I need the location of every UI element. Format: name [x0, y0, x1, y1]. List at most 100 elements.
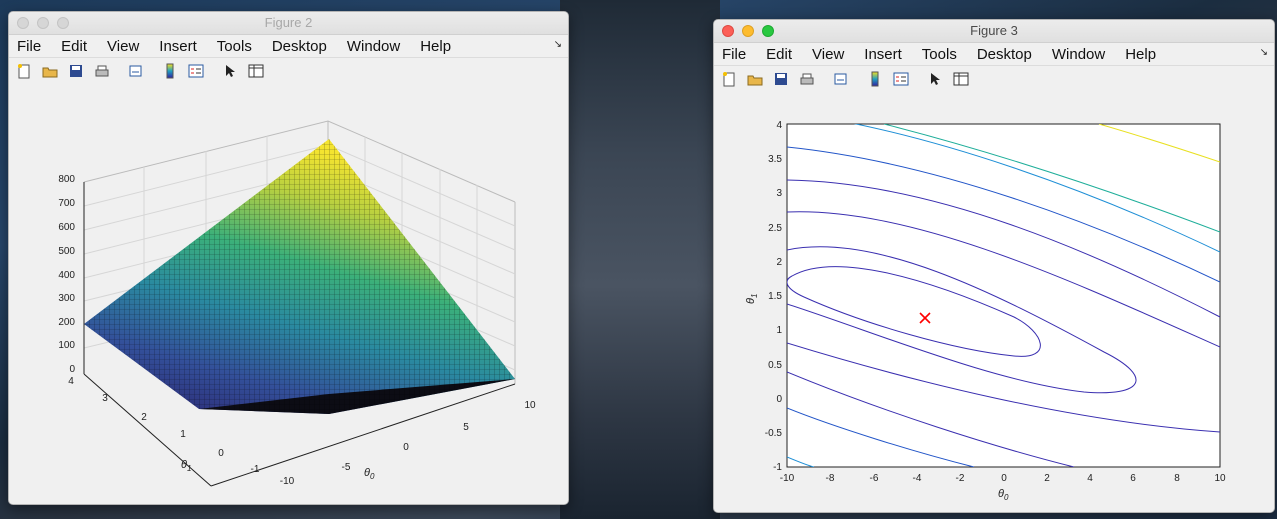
y-axis-label: θ1 — [181, 459, 191, 473]
y-tick: 2 — [141, 412, 147, 423]
figure-toolbar — [9, 58, 568, 85]
property-editor-icon[interactable] — [952, 70, 970, 88]
z-tick: 500 — [58, 246, 75, 257]
new-figure-icon[interactable] — [720, 70, 738, 88]
y-tick: 2.5 — [768, 223, 782, 234]
save-icon[interactable] — [772, 70, 790, 88]
link-plot-icon[interactable] — [127, 62, 145, 80]
new-figure-icon[interactable] — [15, 62, 33, 80]
menu-view[interactable]: View — [107, 37, 140, 55]
y-tick: 3 — [102, 393, 108, 404]
menu-desktop[interactable]: Desktop — [976, 45, 1032, 63]
menu-bar: File Edit View Insert Tools Desktop Wind… — [9, 35, 568, 58]
open-file-icon[interactable] — [746, 70, 764, 88]
y-tick: 4 — [68, 376, 74, 387]
title-bar[interactable]: Figure 2 — [9, 12, 568, 35]
menu-insert[interactable]: Insert — [864, 45, 902, 63]
zoom-button[interactable] — [762, 25, 774, 37]
plot-canvas[interactable]: 800 700 600 500 400 300 200 100 0 4 3 2 … — [9, 84, 568, 504]
print-icon[interactable] — [798, 70, 816, 88]
menu-window[interactable]: Window — [1051, 45, 1106, 63]
z-tick: 600 — [58, 222, 75, 233]
x-axis-label: θ0 — [364, 467, 375, 481]
save-icon[interactable] — [67, 62, 85, 80]
x-tick: -10 — [780, 473, 795, 484]
y-tick: 1 — [776, 325, 782, 336]
x-tick: 4 — [1087, 473, 1093, 484]
figure-toolbar — [714, 66, 1274, 93]
z-tick: 300 — [58, 293, 75, 304]
menu-insert[interactable]: Insert — [159, 37, 197, 55]
z-tick-labels: 800 700 600 500 400 300 200 100 0 — [58, 174, 75, 375]
x-axis-label: θ0 — [998, 488, 1009, 502]
x-tick: 10 — [524, 400, 536, 411]
dock-arrow-icon[interactable]: ↘ — [1259, 47, 1268, 58]
print-icon[interactable] — [93, 62, 111, 80]
minimize-button[interactable] — [37, 17, 49, 29]
y-tick-labels: 4 3 2 1 0 -1 — [68, 376, 260, 475]
menu-bar: File Edit View Insert Tools Desktop Wind… — [714, 43, 1274, 66]
y-tick: 0 — [776, 394, 782, 405]
menu-window[interactable]: Window — [346, 37, 401, 55]
contour-plot[interactable]: 4 3.5 3 2.5 2 1.5 1 0.5 0 -0.5 -1 -10 -8… — [714, 92, 1274, 512]
y-tick: 0.5 — [768, 360, 782, 371]
y-axis-label: θ1 — [745, 294, 759, 304]
plot-canvas[interactable]: 4 3.5 3 2.5 2 1.5 1 0.5 0 -0.5 -1 -10 -8… — [714, 92, 1274, 512]
y-tick: 3 — [776, 188, 782, 199]
y-tick: 1.5 — [768, 291, 782, 302]
dock-arrow-icon[interactable]: ↘ — [553, 39, 562, 50]
zoom-button[interactable] — [57, 17, 69, 29]
z-tick: 0 — [69, 364, 75, 375]
legend-icon[interactable] — [892, 70, 910, 88]
x-tick: -4 — [913, 473, 922, 484]
z-tick: 200 — [58, 317, 75, 328]
y-tick: -1 — [773, 462, 782, 473]
menu-file[interactable]: File — [722, 45, 747, 63]
link-plot-icon[interactable] — [832, 70, 850, 88]
menu-file[interactable]: File — [17, 37, 42, 55]
close-button[interactable] — [17, 17, 29, 29]
x-tick: -2 — [956, 473, 965, 484]
x-tick: 10 — [1214, 473, 1226, 484]
minimize-button[interactable] — [742, 25, 754, 37]
x-tick: 5 — [463, 422, 469, 433]
menu-edit[interactable]: Edit — [766, 45, 793, 63]
menu-desktop[interactable]: Desktop — [271, 37, 327, 55]
menu-edit[interactable]: Edit — [61, 37, 88, 55]
x-tick: -8 — [826, 473, 835, 484]
close-button[interactable] — [722, 25, 734, 37]
x-tick: -5 — [342, 462, 351, 473]
y-tick: -0.5 — [765, 428, 783, 439]
legend-icon[interactable] — [187, 62, 205, 80]
y-tick: 0 — [218, 448, 224, 459]
surface-plot[interactable]: 800 700 600 500 400 300 200 100 0 4 3 2 … — [9, 84, 568, 504]
pointer-icon[interactable] — [221, 62, 239, 80]
window-title: Figure 2 — [264, 15, 313, 30]
surface-mesh — [84, 139, 515, 414]
menu-tools[interactable]: Tools — [921, 45, 957, 63]
axes-box — [786, 123, 1221, 468]
colorbar-icon[interactable] — [161, 62, 179, 80]
title-bar[interactable]: Figure 3 — [714, 20, 1274, 43]
x-tick: -10 — [280, 476, 295, 487]
pointer-icon[interactable] — [926, 70, 944, 88]
property-editor-icon[interactable] — [247, 62, 265, 80]
figure-3-window[interactable]: Figure 3 File Edit View Insert Tools Des… — [713, 19, 1275, 513]
menu-view[interactable]: View — [812, 45, 845, 63]
z-tick: 100 — [58, 340, 75, 351]
open-file-icon[interactable] — [41, 62, 59, 80]
z-tick: 700 — [58, 198, 75, 209]
z-tick: 800 — [58, 174, 75, 185]
x-tick: -6 — [870, 473, 879, 484]
menu-help[interactable]: Help — [420, 37, 452, 55]
x-tick: 0 — [403, 442, 409, 453]
menu-help[interactable]: Help — [1125, 45, 1157, 63]
z-tick: 400 — [58, 270, 75, 281]
x-tick: 6 — [1130, 473, 1136, 484]
contour-lines — [787, 124, 1220, 467]
x-tick-labels: 10 5 0 -5 -10 — [280, 400, 536, 487]
y-tick: 3.5 — [768, 154, 782, 165]
menu-tools[interactable]: Tools — [216, 37, 252, 55]
figure-2-window[interactable]: Figure 2 File Edit View Insert Tools Des… — [8, 11, 569, 505]
colorbar-icon[interactable] — [866, 70, 884, 88]
